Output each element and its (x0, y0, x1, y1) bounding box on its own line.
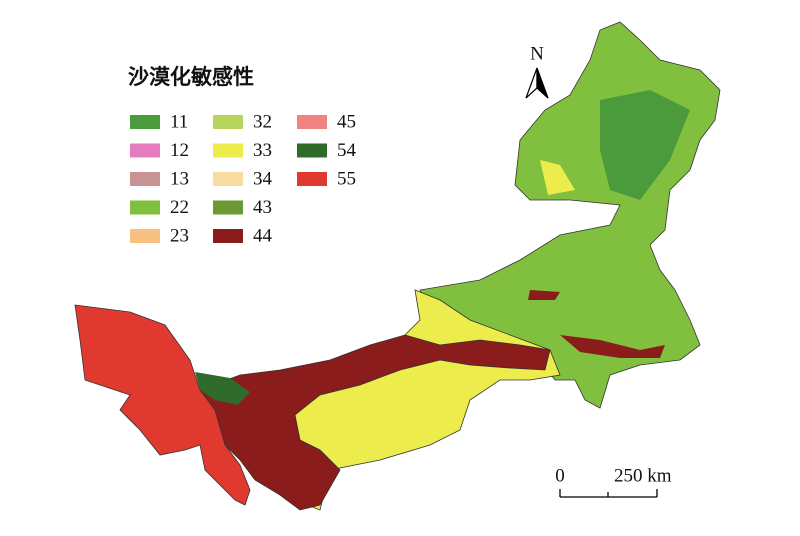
legend-label: 22 (170, 197, 189, 218)
legend-swatch (297, 172, 327, 186)
legend-swatch (213, 143, 243, 158)
legend-swatch (130, 115, 160, 129)
legend-label: 44 (253, 225, 273, 246)
legend-swatch (130, 143, 160, 158)
legend-label: 32 (253, 111, 272, 132)
arrow-left (525, 67, 538, 99)
region (600, 90, 690, 200)
region (560, 335, 665, 358)
region (195, 372, 250, 405)
legend-label: 12 (170, 140, 189, 161)
legend-swatch (130, 172, 160, 186)
scale-bar (559, 489, 658, 498)
legend-label: 34 (253, 168, 273, 189)
legend-swatch (130, 229, 160, 243)
region (74, 304, 251, 506)
map-regions (74, 21, 721, 511)
legend-swatch (213, 200, 243, 215)
scale-end: 250 km (614, 465, 672, 486)
legend-swatch (297, 115, 327, 129)
legend-swatch (213, 172, 243, 186)
legend-label: 11 (170, 111, 188, 132)
legend-swatch (130, 200, 160, 215)
north-arrow: N (525, 43, 549, 99)
legend-label: 23 (170, 225, 189, 246)
legend-title: 沙漠化敏感性 (128, 65, 254, 89)
legend-label: 55 (337, 168, 356, 189)
legend-label: 43 (253, 197, 272, 218)
legend: 11 12 13 22 23 32 33 34 43 44 45 54 55 (130, 111, 357, 246)
arrow-right (536, 67, 549, 99)
legend-label: 45 (337, 111, 356, 132)
legend-label: 13 (170, 168, 189, 189)
north-label: N (530, 43, 544, 64)
legend-swatch (297, 143, 327, 158)
legend-label: 33 (253, 140, 272, 161)
region (528, 290, 560, 300)
legend-swatch (213, 115, 243, 129)
legend-swatch (213, 229, 243, 243)
scale-start: 0 (555, 465, 565, 486)
legend-label: 54 (337, 140, 357, 161)
region (540, 160, 575, 195)
